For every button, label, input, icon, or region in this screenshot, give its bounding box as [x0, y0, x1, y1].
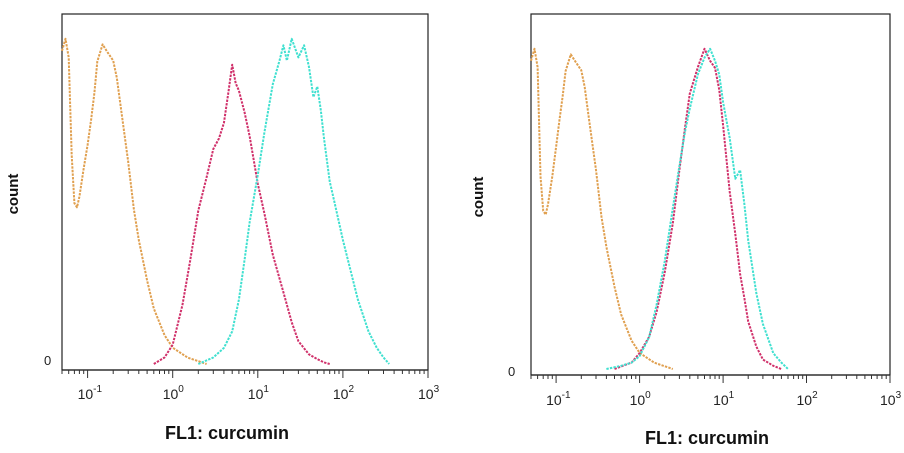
- series-layer: [61, 37, 390, 365]
- x-tick-label: 100: [163, 384, 185, 402]
- histogram-unstained: [530, 47, 674, 370]
- x-tick-label: 101: [248, 384, 270, 402]
- x-tick-label: 103: [880, 390, 902, 408]
- x-tick-label: 102: [797, 390, 819, 408]
- plot-frame: [530, 13, 891, 376]
- histogram-unstained: [61, 37, 207, 365]
- x-tick-label: 10-1: [78, 384, 103, 402]
- histogram-sample-a: [614, 47, 782, 370]
- y-axis-title: count: [5, 174, 22, 215]
- histogram-panel-right: 10-1 100 101 102 103 0 count FL1: curcumin: [470, 13, 902, 448]
- histogram-panel-left: 10-1 100 101 102 103 0 count FL1: curcumin: [5, 13, 440, 443]
- x-axis-title: FL1: curcumin: [165, 423, 289, 443]
- x-ticks: 10-1 100 101 102 103: [530, 375, 902, 408]
- plot-frame: [61, 13, 429, 371]
- y-axis-title: count: [470, 177, 487, 218]
- y-tick-label: 0: [44, 353, 51, 368]
- x-tick-label: 10-1: [546, 390, 571, 408]
- y-tick-label: 0: [508, 364, 515, 379]
- histogram-sample-b: [606, 47, 789, 370]
- histogram-sample-a: [153, 63, 330, 365]
- histogram-sample-b: [197, 37, 390, 365]
- series-layer: [530, 47, 789, 370]
- x-ticks: 10-1 100 101 102 103: [61, 370, 440, 402]
- x-tick-label: 101: [713, 390, 735, 408]
- x-axis-title: FL1: curcumin: [645, 428, 769, 448]
- x-tick-label: 102: [333, 384, 355, 402]
- x-tick-label: 103: [418, 384, 440, 402]
- x-tick-label: 100: [630, 390, 652, 408]
